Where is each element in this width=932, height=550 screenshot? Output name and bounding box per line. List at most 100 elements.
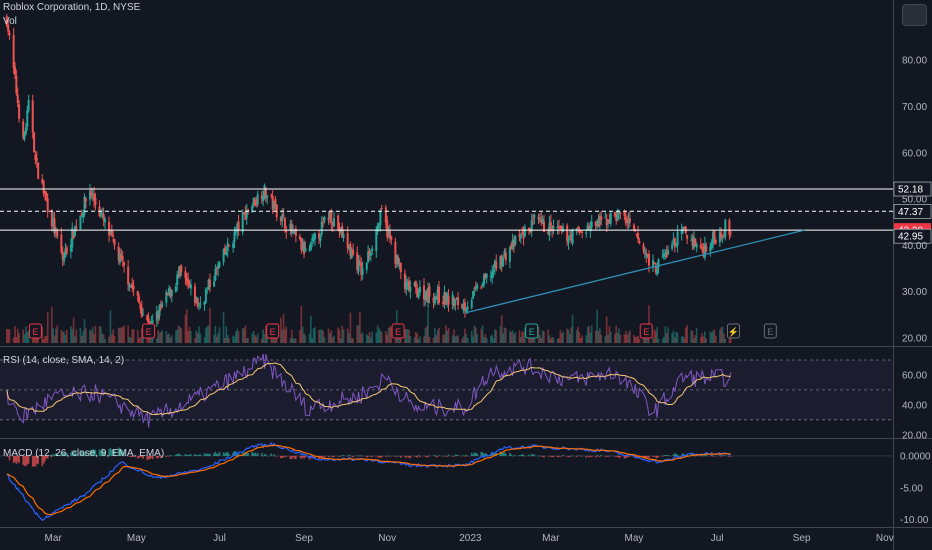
macd-histogram-bar	[292, 455, 294, 457]
candle-body	[237, 221, 240, 231]
volume-bar	[165, 330, 168, 343]
volume-bar	[55, 328, 57, 343]
candle-body	[672, 239, 675, 242]
candle-body	[174, 286, 177, 292]
candle-body	[682, 227, 685, 230]
macd-histogram-bar	[589, 455, 592, 457]
volume-bar	[472, 336, 474, 343]
macd-histogram-bar	[500, 452, 503, 456]
volume-bar	[130, 337, 132, 343]
candle-body	[103, 219, 106, 223]
candle-body	[365, 262, 368, 270]
candle-body	[586, 225, 589, 231]
macd-histogram-bar	[215, 453, 218, 456]
macd-histogram-bar	[7, 455, 9, 457]
macd-histogram-bar	[270, 453, 273, 456]
volume-bar	[346, 328, 349, 343]
volume-bar	[375, 332, 378, 343]
macd-histogram-bar	[149, 455, 151, 460]
macd-histogram-bar	[121, 450, 124, 456]
candle-body	[728, 220, 731, 236]
volume-bar	[541, 330, 544, 343]
volume-bar	[415, 332, 417, 343]
volume-bar	[378, 328, 380, 343]
volume-bar	[292, 338, 294, 343]
candle-body	[566, 225, 569, 242]
volume-bar	[505, 327, 507, 343]
candle-body	[662, 253, 665, 257]
volume-bar	[121, 326, 124, 343]
candle-body	[176, 274, 179, 285]
candle-body	[695, 244, 698, 248]
macd-histogram-bar	[671, 455, 673, 457]
macd-histogram-bar	[109, 447, 112, 456]
volume-bar	[695, 328, 698, 343]
candle-body	[386, 220, 389, 237]
candle-body	[683, 227, 686, 229]
candle-body	[101, 212, 104, 215]
candle-body	[170, 289, 173, 297]
macd-histogram-bar	[120, 449, 123, 456]
macd-histogram-bar	[530, 454, 533, 456]
volume-bar	[578, 332, 581, 343]
candle-body	[480, 287, 483, 289]
candle-body	[673, 238, 676, 248]
rsi-axis-tick: 40.00	[902, 400, 927, 411]
candle-body	[538, 218, 541, 220]
volume-bar	[90, 331, 93, 343]
candle-body	[665, 251, 668, 258]
candle-body	[244, 212, 247, 220]
price-level-label: 42.95	[898, 232, 923, 243]
macd-histogram-bar	[465, 454, 468, 456]
candle-body	[41, 179, 44, 183]
candle-body	[63, 256, 66, 262]
macd-histogram-bar	[560, 455, 563, 457]
macd-histogram-bar	[228, 453, 230, 456]
macd-histogram-bar	[304, 455, 307, 458]
candle-body	[551, 225, 554, 231]
volume-bar	[385, 331, 387, 343]
candle-body	[69, 244, 72, 252]
macd-histogram-bar	[213, 453, 215, 456]
candle-body	[523, 227, 526, 237]
macd-histogram-bar	[675, 454, 678, 456]
macd-axis-tick: -10.00	[900, 515, 929, 526]
volume-bar	[559, 329, 562, 343]
candle-body	[75, 226, 78, 229]
candle-body	[358, 262, 361, 264]
candle-body	[282, 214, 285, 216]
volume-bar	[560, 333, 563, 343]
macd-histogram-bar	[360, 455, 363, 457]
candle-body	[390, 236, 393, 240]
volume-bar	[222, 311, 225, 343]
candle-body	[142, 314, 145, 316]
candle-body	[196, 298, 199, 307]
macd-histogram-bar	[472, 454, 474, 456]
volume-bar	[170, 335, 173, 343]
volume-bar	[581, 335, 583, 343]
volume-bar	[520, 336, 522, 343]
volume-bar	[225, 326, 228, 343]
volume-bar	[235, 331, 237, 343]
macd-histogram-bar	[387, 455, 390, 457]
volume-bar	[27, 330, 30, 343]
macd-histogram-bar	[314, 455, 316, 459]
volume-bar	[600, 334, 603, 343]
volume-bar	[585, 335, 588, 343]
macd-histogram-bar	[674, 453, 676, 456]
volume-bar	[168, 333, 170, 343]
volume-bar	[710, 332, 713, 343]
volume-bar	[139, 337, 142, 343]
macd-histogram-bar	[205, 454, 207, 456]
candle-body	[168, 287, 171, 295]
candle-body	[712, 232, 715, 244]
macd-histogram-bar	[704, 455, 706, 456]
chart-menu-button[interactable]	[902, 4, 927, 26]
macd-histogram-bar	[370, 455, 372, 457]
candle-body	[46, 198, 49, 213]
candle-body	[571, 229, 574, 244]
candle-body	[605, 218, 608, 226]
candle-body	[319, 236, 322, 241]
volume-bar	[243, 328, 245, 343]
candle-body	[127, 266, 130, 285]
